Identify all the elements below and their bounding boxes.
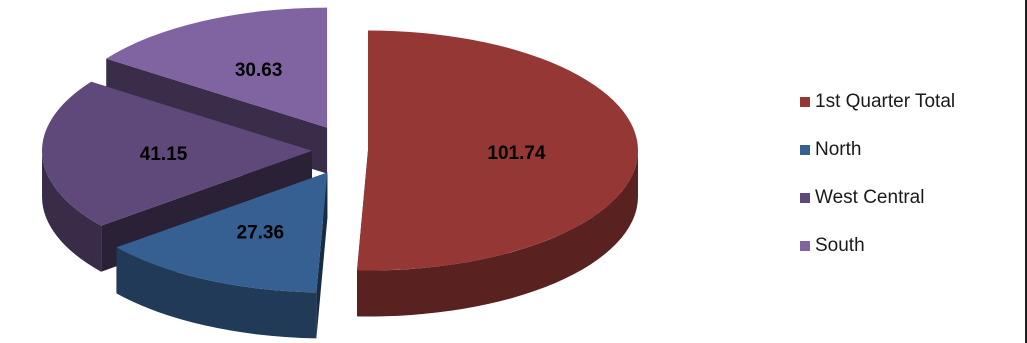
- legend-item: North: [800, 138, 1020, 162]
- pie-slice: [357, 30, 638, 271]
- legend-swatch: [800, 145, 810, 155]
- pie-slice-group: [116, 172, 328, 339]
- legend-label: West Central: [815, 187, 925, 208]
- pie-slice: [106, 7, 328, 128]
- legend-swatch: [800, 97, 810, 107]
- pie-slice: [116, 172, 328, 293]
- legend-item: South: [800, 234, 1020, 258]
- pie-slice-rim: [357, 150, 638, 317]
- pie-slice-group: [357, 30, 638, 317]
- legend-label: 1st Quarter Total: [815, 91, 956, 112]
- legend-item: 1st Quarter Total: [800, 90, 1020, 114]
- legend: 1st Quarter Total North West Central Sou…: [800, 90, 1020, 282]
- legend-swatch: [800, 241, 810, 251]
- data-label: 41.15: [140, 144, 188, 165]
- pie-slice-rim: [42, 150, 102, 272]
- legend-label: North: [815, 139, 862, 160]
- legend-label: South: [815, 235, 865, 256]
- data-label: 101.74: [487, 143, 546, 164]
- data-label: 30.63: [235, 60, 283, 81]
- legend-swatch: [800, 193, 810, 203]
- pie-slice: [42, 81, 313, 226]
- legend-item: West Central: [800, 186, 1020, 210]
- data-label: 27.36: [237, 222, 285, 243]
- pie-slice-rim: [116, 247, 317, 339]
